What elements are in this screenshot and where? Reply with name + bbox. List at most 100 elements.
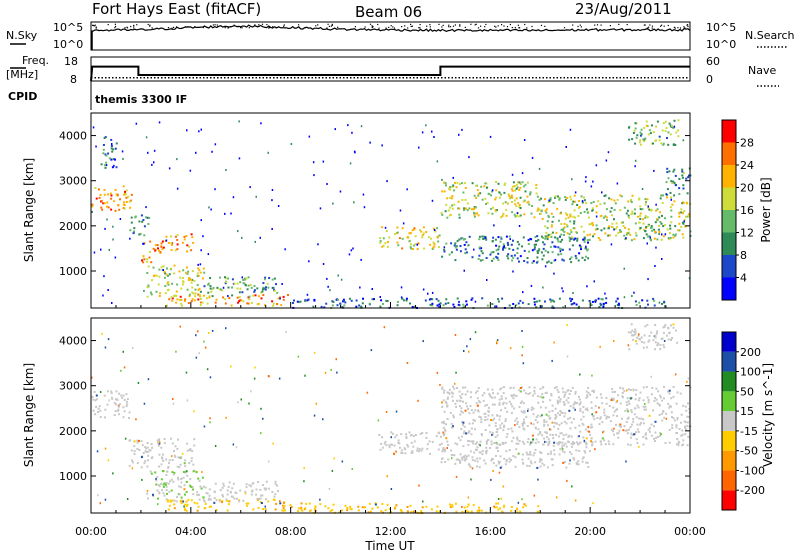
station-title: Fort Hays East (fitACF) bbox=[92, 0, 261, 18]
velocity-echo-cell bbox=[515, 442, 518, 445]
y-tick-label: 4000 bbox=[59, 130, 87, 143]
velocity-echo-cell bbox=[242, 499, 245, 502]
velocity-echo-cell bbox=[681, 429, 684, 432]
power-echo-cell bbox=[562, 259, 565, 262]
power-echo-cell bbox=[188, 295, 191, 298]
power-echo-cell bbox=[108, 157, 111, 160]
velocity-echo-cell bbox=[544, 440, 546, 443]
nsearch-point bbox=[269, 27, 271, 29]
power-echo-cell bbox=[273, 290, 276, 292]
velocity-echo-cell bbox=[449, 503, 451, 506]
power-echo-cell bbox=[618, 304, 620, 306]
power-echo-cell bbox=[452, 185, 454, 188]
power-echo-cell bbox=[463, 209, 465, 211]
velocity-echo-cell bbox=[209, 498, 212, 501]
velocity-echo-cell bbox=[630, 423, 633, 426]
power-echo-cell bbox=[496, 209, 498, 211]
power-echo-cell bbox=[628, 216, 631, 219]
power-echo-cell bbox=[519, 186, 522, 189]
velocity-echo-cell bbox=[642, 422, 645, 425]
velocity-echo-cell bbox=[504, 418, 507, 421]
power-echo-cell bbox=[512, 256, 515, 259]
power-echo-cell bbox=[272, 302, 275, 305]
power-echo-cell bbox=[271, 278, 274, 281]
power-echo-cell bbox=[549, 298, 552, 301]
velocity-echo-cell bbox=[531, 441, 534, 444]
power-echo-cell bbox=[197, 263, 199, 266]
power-echo-cell bbox=[280, 304, 283, 306]
power-echo-cell bbox=[464, 248, 467, 251]
velocity-echo-cell bbox=[643, 408, 646, 411]
power-echo-cell bbox=[507, 243, 510, 246]
power-echo-cell bbox=[325, 302, 328, 305]
velocity-echo-cell bbox=[445, 402, 448, 405]
power-echo-cell bbox=[272, 304, 275, 307]
velocity-echo-cell bbox=[201, 476, 204, 479]
velocity-echo-cell bbox=[675, 443, 678, 446]
power-echo-cell bbox=[638, 141, 641, 144]
power-echo-cell bbox=[559, 240, 562, 243]
power-echo-cell bbox=[475, 197, 478, 199]
velocity-echo-cell bbox=[138, 439, 140, 442]
power-echo-cell bbox=[509, 197, 511, 200]
velocity-echo-cell bbox=[410, 441, 413, 444]
power-echo-cell bbox=[452, 184, 455, 187]
power-echo-cell bbox=[551, 299, 554, 302]
velocity-echo-cell bbox=[656, 402, 659, 405]
power-echo-cell bbox=[678, 193, 681, 195]
velocity-echo-cell bbox=[550, 450, 553, 453]
power-echo-cell bbox=[577, 215, 580, 217]
velocity-echo-cell bbox=[145, 451, 148, 453]
velocity-echo-cell bbox=[205, 492, 208, 494]
power-echo-cell bbox=[603, 195, 606, 197]
velocity-echo-cell bbox=[112, 472, 114, 475]
power-echo-cell bbox=[112, 148, 115, 151]
nsearch-point bbox=[580, 26, 582, 28]
power-echo-cell bbox=[581, 256, 584, 259]
velocity-echo-cell bbox=[186, 503, 189, 506]
velocity-echo-cell bbox=[498, 471, 501, 474]
power-echo-cell bbox=[536, 252, 539, 254]
velocity-echo-cell bbox=[485, 440, 488, 443]
velocity-echo-cell bbox=[637, 334, 640, 337]
power-echo-cell bbox=[655, 125, 658, 128]
velocity-echo-cell bbox=[483, 459, 486, 462]
velocity-echo-cell bbox=[409, 504, 412, 507]
velocity-echo-cell bbox=[218, 498, 221, 501]
velocity-echo-cell bbox=[553, 449, 556, 452]
velocity-echo-cell bbox=[471, 467, 474, 470]
velocity-echo-cell bbox=[99, 502, 101, 505]
velocity-echo-cell bbox=[219, 489, 222, 492]
power-echo-cell bbox=[279, 297, 281, 300]
power-echo-cell bbox=[145, 206, 147, 209]
power-echo-cell bbox=[396, 304, 399, 307]
power-echo-cell bbox=[634, 159, 637, 162]
power-echo-cell bbox=[552, 215, 555, 218]
power-echo-cell bbox=[384, 242, 387, 245]
power-echo-cell bbox=[209, 277, 212, 279]
velocity-echo-cell bbox=[225, 416, 227, 419]
velocity-echo-cell bbox=[498, 443, 501, 446]
power-echo-cell bbox=[463, 182, 466, 185]
velocity-echo-cell bbox=[547, 453, 550, 455]
power-echo-cell bbox=[491, 190, 494, 193]
power-echo-cell bbox=[578, 207, 580, 210]
velocity-echo-cell bbox=[420, 449, 423, 452]
power-colorbar-swatch bbox=[722, 165, 736, 188]
velocity-echo-cell bbox=[481, 394, 484, 397]
velocity-echo-cell bbox=[461, 458, 464, 461]
power-echo-cell bbox=[666, 167, 669, 170]
power-echo-cell bbox=[413, 244, 416, 247]
velocity-echo-cell bbox=[193, 501, 196, 504]
velocity-echo-cell bbox=[361, 506, 364, 509]
nsearch-point bbox=[517, 24, 519, 26]
power-echo-cell bbox=[224, 298, 227, 301]
velocity-echo-cell bbox=[624, 409, 627, 412]
power-echo-cell bbox=[680, 208, 683, 211]
power-echo-cell bbox=[237, 301, 240, 304]
power-echo-cell bbox=[91, 210, 93, 213]
velocity-echo-cell bbox=[670, 405, 672, 408]
power-echo-cell bbox=[219, 276, 221, 279]
velocity-echo-cell bbox=[556, 388, 559, 391]
power-echo-cell bbox=[452, 176, 454, 179]
